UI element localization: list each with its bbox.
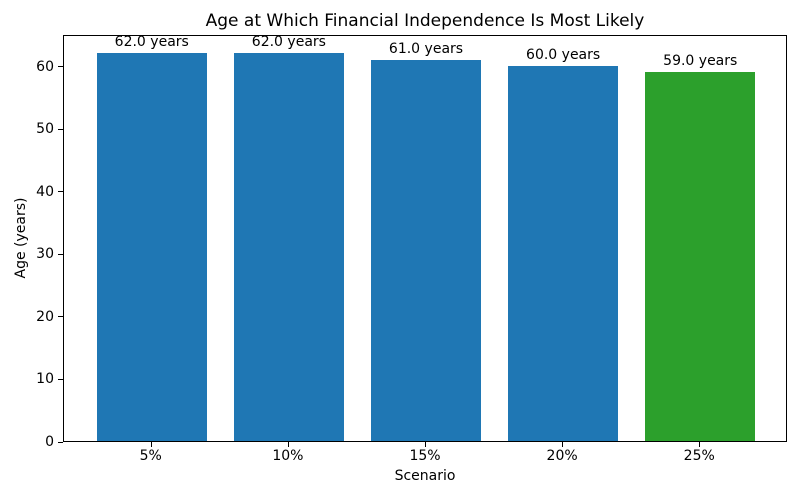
y-tick-label-20: 20 bbox=[36, 308, 54, 325]
y-tick-mark-20 bbox=[58, 316, 63, 318]
bar-10% bbox=[234, 53, 344, 441]
bar-25% bbox=[645, 72, 756, 441]
x-tick-label-10%: 10% bbox=[272, 448, 304, 464]
x-tick-mark-15% bbox=[425, 442, 426, 447]
x-axis-label: Scenario bbox=[394, 468, 456, 484]
y-tick-label-50: 50 bbox=[36, 121, 54, 138]
x-tick-label-20%: 20% bbox=[546, 448, 578, 464]
chart-title: Age at Which Financial Independence Is M… bbox=[205, 11, 645, 31]
bar-value-label-15%: 61.0 years bbox=[388, 40, 464, 57]
bar-15% bbox=[371, 59, 481, 441]
y-tick-mark-0 bbox=[58, 441, 63, 443]
y-tick-mark-60 bbox=[58, 66, 63, 68]
x-tick-label-15%: 15% bbox=[409, 448, 441, 464]
y-tick-label-30: 30 bbox=[36, 246, 54, 263]
y-tick-mark-50 bbox=[58, 128, 63, 130]
y-tick-mark-10 bbox=[58, 378, 63, 380]
bar-value-label-20%: 60.0 years bbox=[526, 46, 601, 63]
x-tick-mark-10% bbox=[287, 442, 289, 447]
y-tick-label-40: 40 bbox=[36, 183, 54, 200]
x-tick-mark-25% bbox=[699, 442, 701, 447]
x-tick-label-25%: 25% bbox=[683, 448, 715, 464]
bar-value-label-5%: 62.0 years bbox=[114, 34, 189, 51]
y-tick-mark-30 bbox=[58, 253, 63, 255]
x-tick-mark-5% bbox=[150, 442, 152, 447]
y-tick-label-10: 10 bbox=[36, 371, 54, 388]
y-tick-label-60: 60 bbox=[36, 58, 54, 75]
bar-value-label-25%: 59.0 years bbox=[663, 53, 738, 70]
bar-5% bbox=[96, 53, 207, 441]
y-tick-mark-40 bbox=[58, 191, 63, 193]
plot-area: 62.0 years 62.0 years 61.0 years 60.0 years… bbox=[63, 34, 787, 442]
bar-20% bbox=[508, 65, 618, 441]
x-tick-label-5%: 5% bbox=[139, 448, 162, 464]
y-tick-label-0: 0 bbox=[45, 434, 54, 450]
x-tick-mark-20% bbox=[562, 442, 564, 447]
y-axis-label: Age (years) bbox=[13, 197, 29, 279]
bar-value-label-10%: 62.0 years bbox=[251, 34, 326, 51]
